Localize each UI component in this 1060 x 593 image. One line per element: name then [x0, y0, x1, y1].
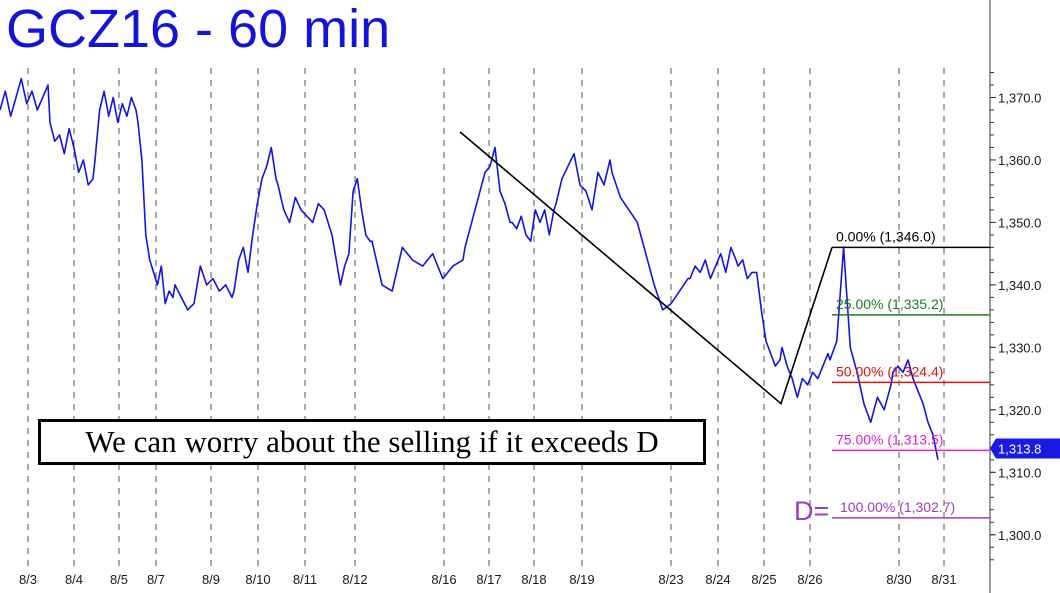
price-axis: 1,300.0 1,310.0 1,320.0 1,330.0 1,340.0 1,350…: [989, 0, 1041, 593]
date-tick-label: 8/23: [658, 572, 683, 587]
fib-level-label: 75.00% (1,313.5): [836, 431, 943, 447]
date-tick-label: 8/25: [751, 572, 776, 587]
annotation-box: We can worry about the selling if it exc…: [38, 419, 706, 465]
date-tick-label: 8/31: [931, 572, 956, 587]
date-tick-label: 8/3: [19, 572, 37, 587]
annotation-text: We can worry about the selling if it exc…: [85, 424, 659, 459]
date-tick-label: 8/30: [886, 572, 911, 587]
fib-level-label: 0.00% (1,346.0): [836, 228, 936, 244]
date-tick-label: 8/24: [705, 572, 730, 587]
date-tick-label: 8/19: [569, 572, 594, 587]
fib-level-label: 100.00% (1,302.7): [840, 499, 955, 515]
fib-level-label: 50.00% (1,324.4): [836, 363, 943, 379]
date-tick-label: 8/17: [476, 572, 501, 587]
date-tick-label: 8/9: [202, 572, 220, 587]
fib-level-label: 25.00% (1,335.2): [836, 296, 943, 312]
date-tick-label: 8/11: [293, 572, 317, 587]
date-tick-label: 8/5: [110, 572, 128, 587]
date-tick-label: 8/12: [342, 572, 367, 587]
fibonacci-levels: 0.00% (1,346.0) 25.00% (1,335.2) 50.00% (1…: [794, 228, 990, 526]
date-tick-label: 8/7: [147, 572, 165, 587]
last-price-label: 1,313.8: [998, 442, 1041, 457]
price-tick-label: 1,340.0: [998, 278, 1041, 293]
date-tick-label: 8/4: [65, 572, 83, 587]
last-price-box: [990, 438, 1060, 459]
price-tick-label: 1,300.0: [998, 528, 1041, 543]
price-tick-label: 1,360.0: [998, 153, 1041, 168]
vertical-gridlines: [27, 68, 945, 566]
chart-title: GCZ16 - 60 min: [6, 0, 391, 59]
price-tick-label: 1,320.0: [998, 403, 1041, 418]
d-point-label: D=: [794, 496, 829, 526]
price-tick-label: 1,370.0: [998, 90, 1041, 105]
harmonic-pattern-lines: [459, 131, 833, 405]
price-series-line: [0, 77, 939, 460]
last-price-marker: 1,313.8: [990, 438, 1060, 459]
pattern-line: [459, 131, 833, 405]
date-tick-label: 8/18: [521, 572, 546, 587]
price-tick-label: 1,310.0: [998, 465, 1041, 480]
date-tick-label: 8/26: [797, 572, 822, 587]
price-tick-label: 1,350.0: [998, 215, 1041, 230]
date-axis: 8/3 8/4 8/5 8/7 8/9 8/10 8/11 8/12 8/16 8/17 8/18 8…: [19, 572, 957, 587]
date-tick-label: 8/16: [431, 572, 456, 587]
price-tick-label: 1,330.0: [998, 340, 1041, 355]
date-tick-label: 8/10: [245, 572, 270, 587]
